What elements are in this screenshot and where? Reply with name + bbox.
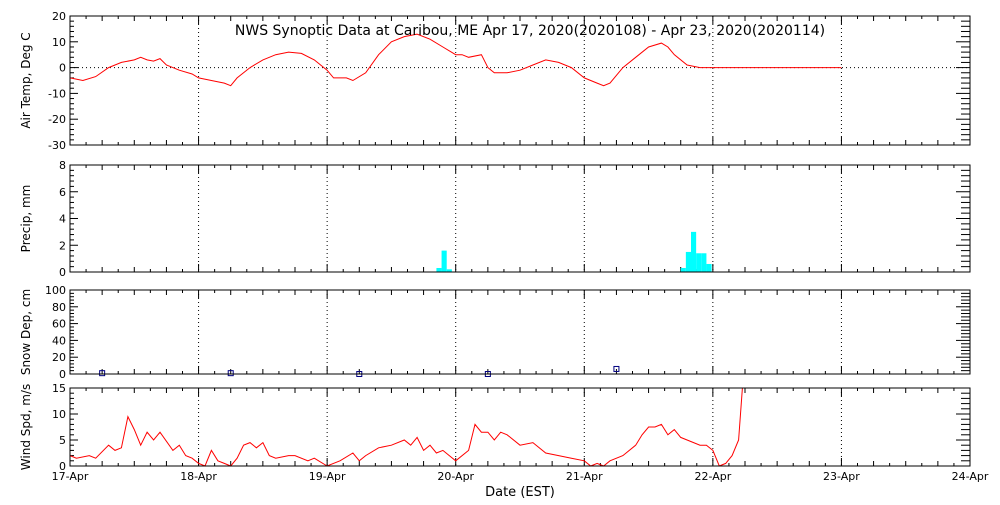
y-axis-label: Wind Spd, m/s: [19, 384, 33, 470]
x-tick-label: 21-Apr: [566, 470, 603, 483]
y-tick-label: 0: [59, 368, 66, 381]
y-axis-label: Air Temp, Deg C: [19, 32, 33, 128]
y-tick-label: 0: [59, 62, 66, 75]
y-tick-label: 0: [59, 266, 66, 279]
y-tick-label: 20: [52, 351, 66, 364]
snow-marker: [613, 365, 620, 372]
panels-layer: -30 -20 -10 0 10 20 Air Temp, Deg C 0 2 4 6 8 Precip…: [19, 10, 989, 483]
x-tick-label: 22-Apr: [694, 470, 731, 483]
y-tick-label: 20: [52, 10, 66, 23]
y-tick-label: -10: [48, 87, 66, 100]
wind-series-line: [69, 387, 743, 467]
y-tick-label: 15: [52, 382, 66, 395]
y-tick-label: 5: [59, 434, 66, 447]
precip-bar: [685, 251, 691, 272]
precip-bar: [696, 253, 702, 272]
y-tick-label: -30: [48, 139, 66, 152]
panel-snow: 0 20 40 60 80 100 Snow Dep, cm: [19, 284, 971, 381]
precip-bar: [446, 269, 452, 272]
precip-bar: [680, 267, 686, 272]
y-tick-label: -20: [48, 113, 66, 126]
y-tick-label: 6: [59, 186, 66, 199]
x-tick-label: 20-Apr: [437, 470, 474, 483]
y-tick-label: 10: [52, 36, 66, 49]
precip-bar: [441, 250, 447, 272]
temp-series-line: [69, 33, 842, 87]
y-axis-label: Snow Dep, cm: [19, 289, 33, 375]
chart-title: NWS Synoptic Data at Caribou, ME Apr 17,…: [235, 23, 825, 39]
y-tick-label: 0: [59, 460, 66, 473]
y-tick-label: 40: [52, 334, 66, 347]
y-tick-label: 80: [52, 301, 66, 314]
precip-bar: [706, 263, 712, 272]
y-axis-label: Precip, mm: [19, 185, 33, 253]
y-tick-label: 100: [45, 284, 66, 297]
panel-frame: [69, 289, 971, 375]
panel-frame: [69, 15, 971, 146]
panel-frame: [69, 164, 971, 273]
panel-temp: -30 -20 -10 0 10 20 Air Temp, Deg C: [19, 10, 971, 152]
y-tick-label: 60: [52, 318, 66, 331]
snow-marker: [227, 370, 234, 377]
y-tick-label: 8: [59, 159, 66, 172]
x-tick-label: 17-Apr: [52, 470, 89, 483]
x-axis-label: Date (EST): [485, 485, 555, 500]
precip-bar: [691, 231, 697, 272]
y-tick-label: 4: [59, 213, 66, 226]
precip-bar: [436, 267, 442, 272]
x-tick-label: 19-Apr: [309, 470, 346, 483]
y-tick-label: 2: [59, 239, 66, 252]
x-tick-label: 23-Apr: [823, 470, 860, 483]
y-tick-label: 10: [52, 408, 66, 421]
snow-marker: [99, 370, 106, 377]
x-tick-label: 24-Apr: [952, 470, 989, 483]
x-tick-label: 18-Apr: [180, 470, 217, 483]
precip-bar: [701, 253, 707, 272]
panel-frame: [69, 387, 971, 467]
panel-precip: 0 2 4 6 8 Precip, mm: [19, 159, 971, 279]
panel-wind: 0 5 10 15 Wind Spd, m/s 17-Apr 18-Apr 19-Apr 20-…: [19, 382, 989, 483]
